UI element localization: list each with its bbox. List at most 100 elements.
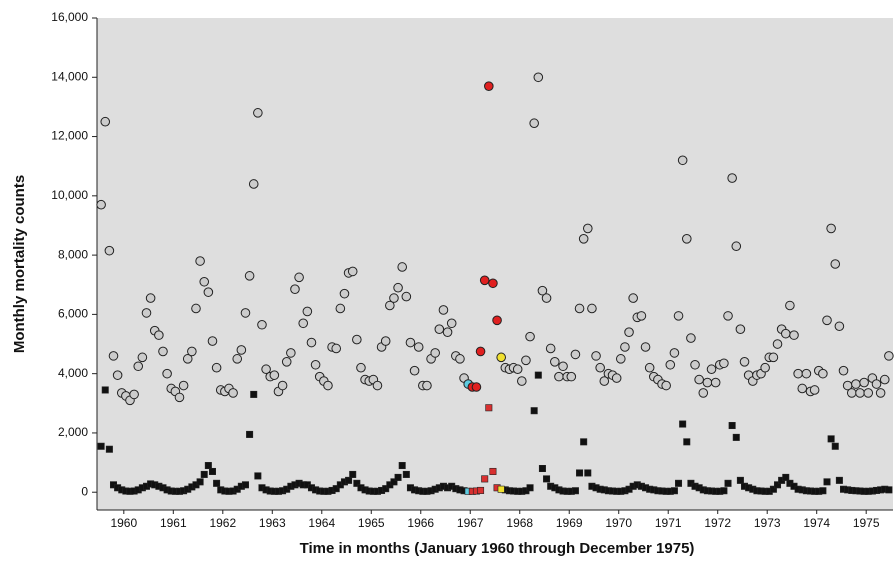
circle-marker (401, 291, 412, 302)
square-marker (477, 486, 485, 494)
y-tick-label: 2,000 (58, 425, 88, 439)
circle-marker (677, 155, 688, 166)
square-marker (349, 470, 357, 478)
circle-marker (261, 364, 271, 375)
circle-marker (772, 339, 783, 349)
circle-marker (174, 392, 185, 403)
square-marker (728, 422, 736, 430)
circle-marker (591, 351, 601, 361)
square-marker (394, 473, 402, 481)
square-marker (827, 435, 835, 443)
y-tick-label: 16,000 (51, 10, 88, 24)
y-tick-label: 14,000 (51, 69, 88, 83)
circle-marker (558, 361, 568, 372)
circle-marker (228, 388, 238, 398)
circle-marker (323, 380, 333, 391)
circle-marker (694, 374, 704, 385)
circle-marker (846, 388, 857, 398)
square-marker (332, 485, 340, 493)
circle-marker (479, 275, 490, 286)
square-marker (576, 469, 584, 477)
circle-marker (768, 352, 779, 363)
circle-marker (422, 380, 432, 391)
circle-marker (809, 385, 820, 395)
circle-marker (455, 354, 465, 364)
circle-marker (879, 374, 890, 385)
circle-marker (661, 380, 671, 391)
square-marker (769, 485, 777, 493)
circle-marker (356, 362, 366, 373)
square-marker (679, 420, 687, 428)
circle-marker (801, 368, 812, 379)
circle-marker (178, 380, 189, 391)
x-tick-label: 1970 (605, 516, 632, 530)
circle-marker (397, 262, 408, 272)
circle-marker (240, 308, 251, 318)
square-marker (534, 371, 542, 379)
square-marker (571, 487, 579, 495)
square-marker (382, 485, 390, 493)
square-marker (241, 481, 249, 489)
circle-marker (446, 318, 457, 329)
circle-marker (871, 379, 882, 389)
circle-marker (141, 308, 152, 318)
circle-marker (826, 223, 836, 234)
square-marker (835, 476, 843, 484)
square-marker (670, 487, 678, 495)
circle-marker (710, 377, 721, 388)
circle-marker (620, 342, 630, 352)
circle-marker (541, 293, 552, 303)
square-marker (819, 487, 827, 495)
square-marker (402, 470, 410, 478)
circle-marker (294, 272, 304, 283)
y-tick-label: 10,000 (51, 188, 88, 202)
x-tick-label: 1966 (407, 516, 434, 530)
square-marker (105, 445, 113, 453)
square-marker (720, 487, 728, 495)
y-tick-label: 8,000 (58, 247, 88, 261)
circle-marker (182, 354, 193, 364)
circle-marker (599, 376, 610, 386)
circle-marker (244, 271, 255, 281)
x-tick-label: 1969 (556, 516, 583, 530)
x-axis-title: Time in months (January 1960 through Dec… (300, 540, 695, 557)
circle-marker (112, 370, 123, 380)
circle-marker (611, 373, 622, 383)
x-tick-label: 1963 (259, 516, 286, 530)
circle-marker (554, 371, 564, 382)
circle-marker (187, 346, 197, 357)
x-tick-label: 1961 (160, 516, 187, 530)
square-marker (213, 479, 221, 487)
x-tick-label: 1974 (803, 516, 830, 530)
circle-marker (484, 81, 494, 91)
circle-marker (442, 327, 453, 337)
square-marker (254, 472, 262, 480)
circle-marker (851, 379, 861, 389)
square-marker (526, 484, 534, 492)
circle-marker (232, 354, 243, 364)
circle-marker (628, 293, 638, 303)
circle-marker (533, 72, 544, 83)
circle-marker (438, 305, 449, 315)
square-marker (675, 479, 683, 487)
y-tick-label: 6,000 (58, 307, 88, 321)
circle-marker (302, 306, 313, 317)
square-marker (250, 390, 258, 398)
circle-marker (100, 116, 111, 127)
circle-marker (352, 334, 362, 345)
circle-marker (760, 362, 770, 373)
circle-marker (578, 234, 589, 244)
square-marker (584, 469, 592, 477)
circle-marker (496, 352, 506, 363)
circle-marker (195, 256, 205, 266)
circle-marker (372, 380, 383, 391)
square-marker (724, 479, 732, 487)
circle-marker (719, 358, 729, 369)
x-tick-label: 1962 (209, 516, 236, 530)
circle-marker (191, 303, 201, 314)
circle-marker (203, 287, 214, 297)
circle-marker (859, 377, 869, 388)
circle-marker (129, 389, 139, 400)
circle-marker (471, 382, 482, 392)
